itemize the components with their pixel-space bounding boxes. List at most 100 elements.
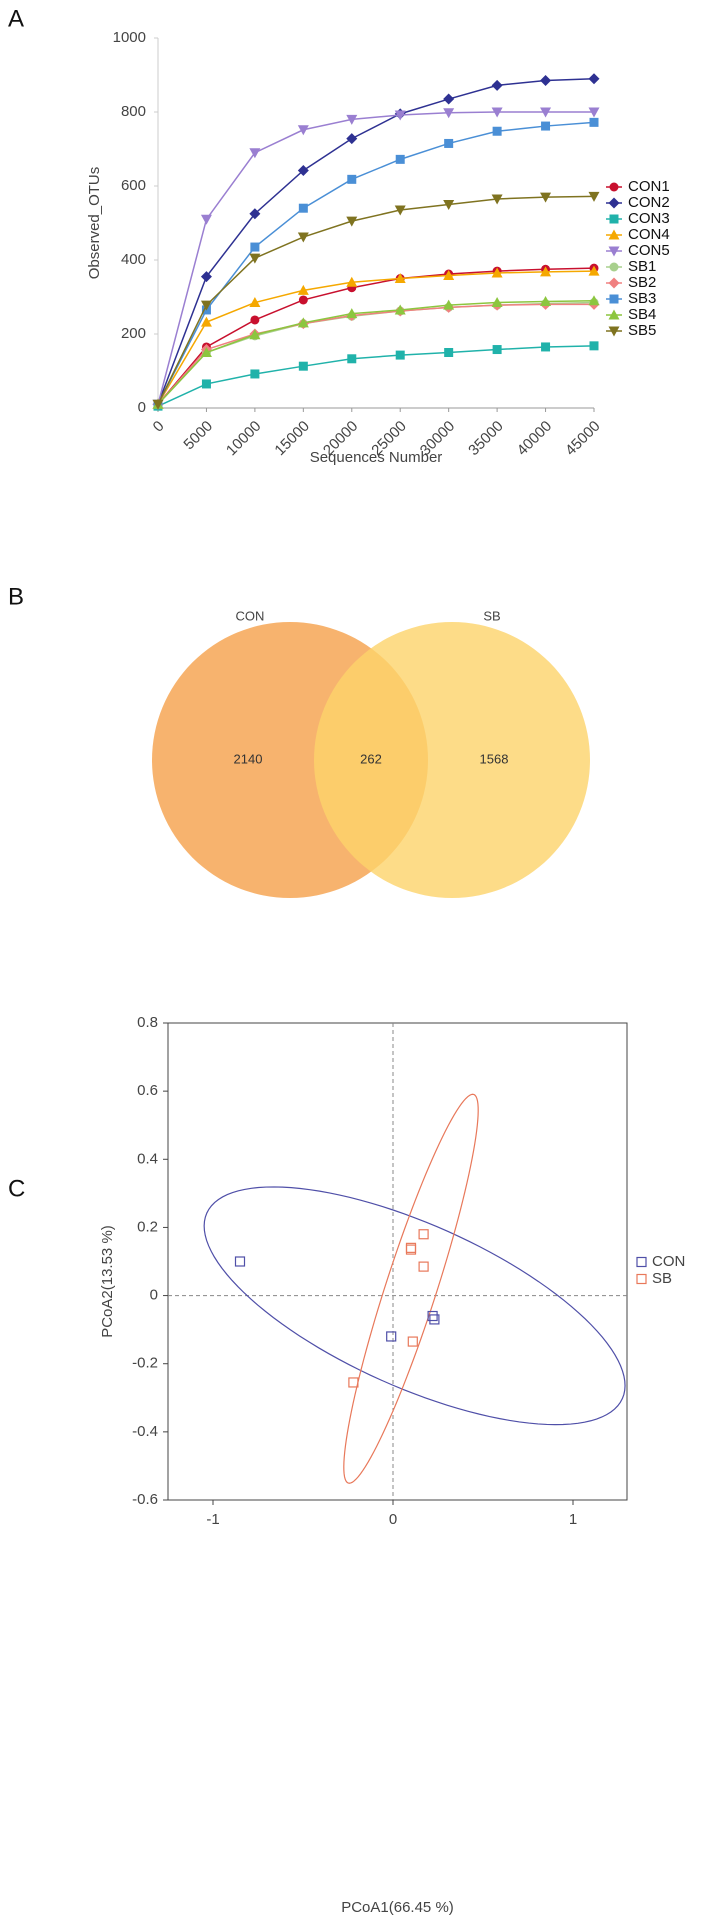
x-tick-label: 15000 xyxy=(271,418,313,460)
series-line xyxy=(157,301,595,405)
marker xyxy=(541,342,551,352)
marker xyxy=(588,191,600,202)
marker xyxy=(200,347,212,357)
marker xyxy=(201,379,211,389)
venn-set xyxy=(314,622,590,898)
marker xyxy=(589,341,599,351)
marker xyxy=(395,154,405,164)
y-tick-label: 1000 xyxy=(113,29,146,46)
marker xyxy=(541,121,551,131)
point xyxy=(348,1377,359,1388)
marker xyxy=(297,284,309,295)
marker xyxy=(250,315,260,325)
y-tick-label: 400 xyxy=(121,251,146,268)
marker xyxy=(297,164,309,176)
series-line xyxy=(157,270,595,405)
legend-label: CON3 xyxy=(628,210,670,227)
point xyxy=(427,1310,438,1322)
point xyxy=(405,1244,417,1255)
marker xyxy=(249,329,261,340)
panel-label: B xyxy=(8,583,24,610)
y-tick-label: 0.4 xyxy=(137,1150,158,1167)
legend-marker xyxy=(636,1273,647,1285)
marker xyxy=(443,299,455,310)
marker xyxy=(443,270,455,281)
y-tick-label: 800 xyxy=(121,103,146,120)
legend-label: SB xyxy=(652,1270,672,1287)
x-tick-label: -1 xyxy=(206,1511,219,1528)
x-tick-label: 45000 xyxy=(562,418,604,460)
marker xyxy=(249,253,261,264)
set-label: SB xyxy=(483,608,500,623)
legend-label: SB4 xyxy=(628,306,656,323)
y-axis-label: PCoA2(13.53 %) xyxy=(99,1225,116,1338)
marker xyxy=(394,110,406,121)
marker xyxy=(249,297,261,308)
marker xyxy=(589,117,599,127)
series-line xyxy=(157,345,595,407)
marker xyxy=(200,214,212,225)
y-tick-label: 600 xyxy=(121,177,146,194)
marker xyxy=(491,297,503,308)
legend-label: CON xyxy=(652,1253,685,1270)
marker xyxy=(443,200,455,210)
legend-label: CON4 xyxy=(628,226,670,243)
y-tick-label: 0.6 xyxy=(137,1082,158,1099)
confidence-ellipse xyxy=(343,1093,479,1484)
marker xyxy=(540,107,552,118)
marker xyxy=(297,125,309,136)
marker xyxy=(346,114,358,125)
set-only-count: 2140 xyxy=(234,751,263,766)
marker xyxy=(444,348,454,357)
marker xyxy=(200,271,212,283)
marker xyxy=(347,354,357,364)
panel-label: C xyxy=(8,1175,25,1202)
marker xyxy=(298,361,308,371)
legend-marker xyxy=(636,1256,647,1268)
y-tick-label: 0 xyxy=(138,399,146,416)
series-line xyxy=(157,121,595,405)
point xyxy=(418,1261,429,1272)
panel-label: A xyxy=(8,5,24,32)
marker xyxy=(588,107,600,118)
marker xyxy=(200,316,212,327)
y-tick-label: -0.2 xyxy=(132,1355,158,1372)
marker xyxy=(491,194,503,205)
x-tick-label: 0 xyxy=(150,418,168,436)
legend-label: CON1 xyxy=(628,178,670,195)
x-tick-label: 0 xyxy=(389,1511,397,1528)
marker xyxy=(540,192,552,203)
series-line xyxy=(157,195,595,405)
marker xyxy=(200,300,212,311)
marker xyxy=(298,295,308,305)
marker xyxy=(346,133,358,145)
marker xyxy=(491,79,503,91)
confidence-ellipse xyxy=(203,1186,626,1426)
point xyxy=(234,1256,246,1267)
point xyxy=(418,1229,429,1240)
marker xyxy=(346,308,358,319)
y-tick-label: -0.6 xyxy=(132,1491,158,1508)
marker xyxy=(297,232,309,243)
x-tick-label: 40000 xyxy=(514,418,556,460)
legend-label: SB1 xyxy=(628,258,656,275)
point xyxy=(386,1331,397,1342)
marker xyxy=(249,208,261,220)
legend-label: SB2 xyxy=(628,274,656,291)
marker xyxy=(395,350,405,360)
legend-label: SB5 xyxy=(628,322,656,339)
x-axis-label: Sequences Number xyxy=(310,449,443,466)
marker xyxy=(492,126,502,136)
x-tick-label: 5000 xyxy=(180,418,216,454)
point xyxy=(429,1314,440,1325)
marker xyxy=(444,138,454,148)
marker xyxy=(250,242,260,252)
legend-label: CON5 xyxy=(628,242,670,259)
marker xyxy=(540,75,552,87)
marker xyxy=(346,216,358,227)
point xyxy=(407,1336,418,1347)
y-tick-label: 0 xyxy=(150,1287,158,1304)
marker xyxy=(540,266,552,277)
y-tick-label: -0.4 xyxy=(132,1423,158,1440)
